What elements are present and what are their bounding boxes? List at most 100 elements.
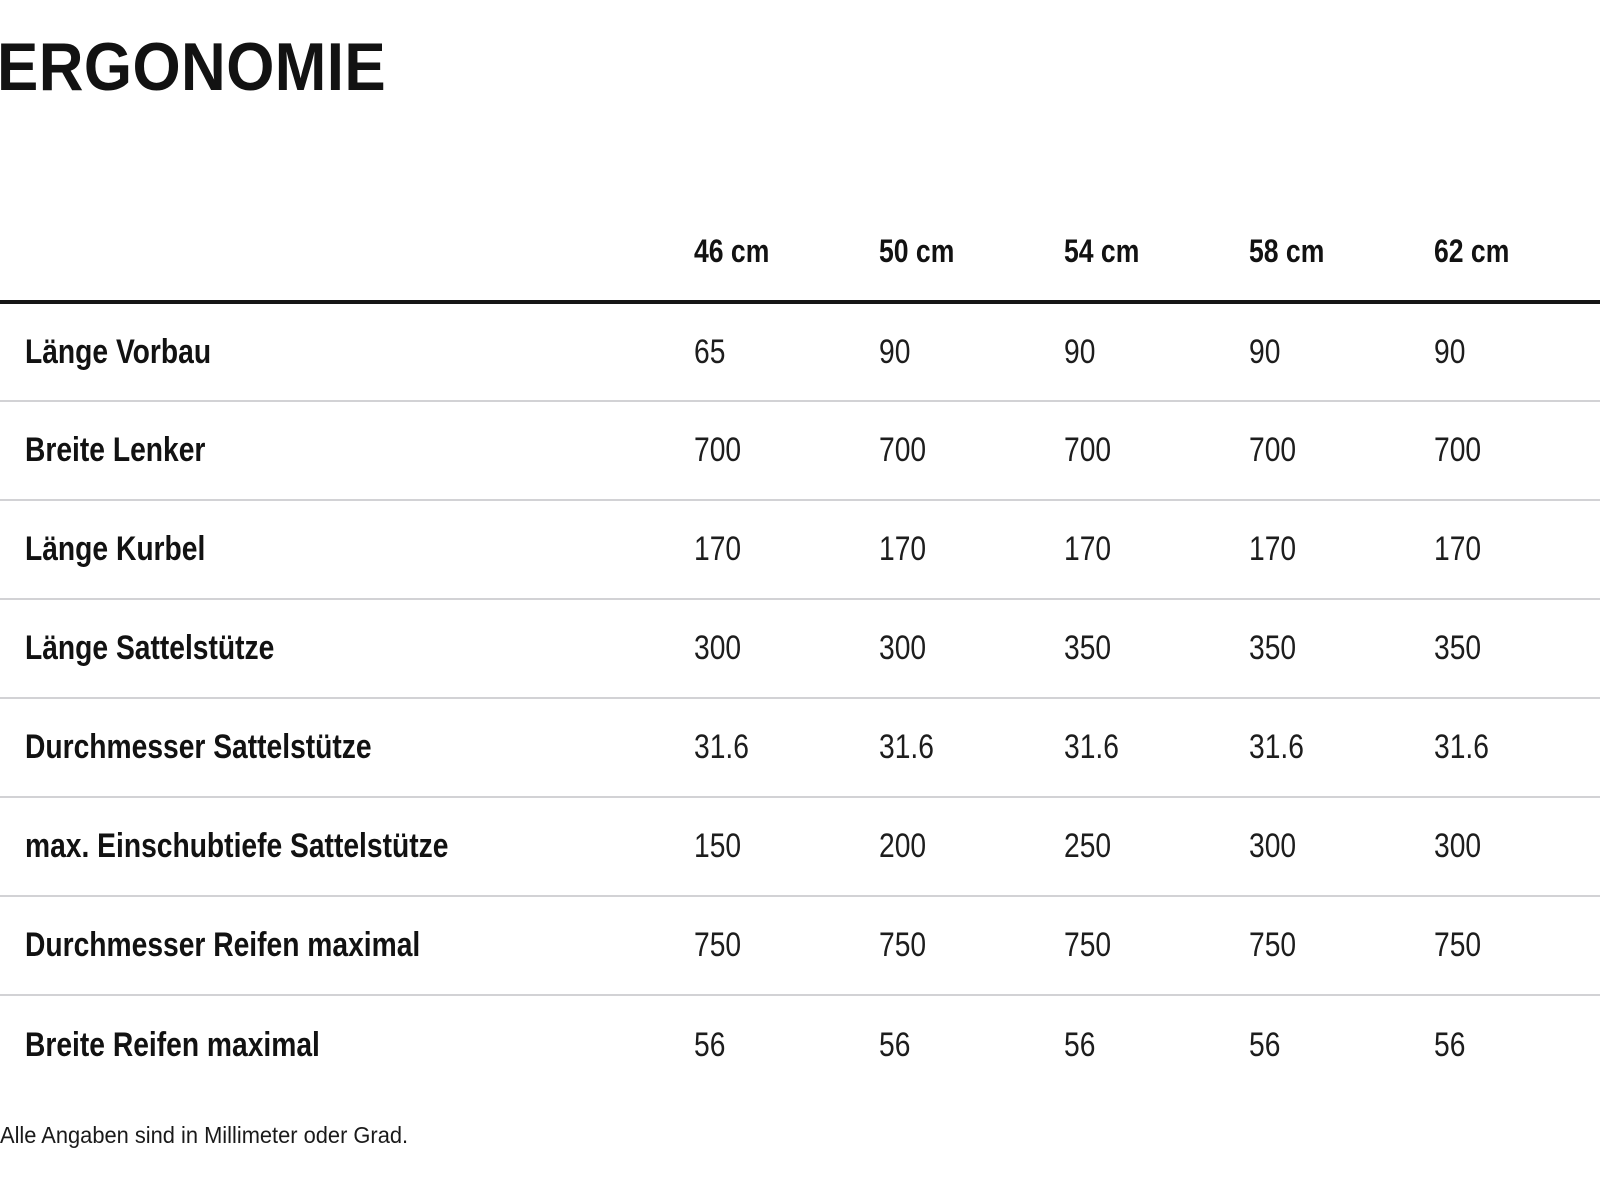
spec-value: 56 <box>879 1025 911 1064</box>
spec-value-cell: 700 <box>1047 400 1232 500</box>
spec-row: Länge Sattelstütze 300 300 350 350 350 <box>0 598 1600 698</box>
spec-value-cell: 750 <box>1047 895 1232 995</box>
spec-value: 300 <box>694 629 742 667</box>
spec-value: 65 <box>694 332 726 371</box>
spec-value: 31.6 <box>1064 728 1119 766</box>
spec-value-cell: 65 <box>677 302 862 401</box>
spec-value: 56 <box>1249 1025 1281 1064</box>
spec-row-label: Länge Vorbau <box>25 332 212 371</box>
spec-value-cell: 90 <box>862 302 1047 401</box>
spec-value: 250 <box>1064 827 1112 865</box>
column-header-label: 46 cm <box>694 233 770 269</box>
spec-value-cell: 90 <box>1232 302 1417 401</box>
spec-value: 90 <box>1064 332 1096 371</box>
spec-row-label-cell: Breite Reifen maximal <box>0 994 677 1094</box>
spec-row-label-cell: Breite Lenker <box>0 400 677 500</box>
column-header-label: 62 cm <box>1434 233 1510 269</box>
spec-value-cell: 750 <box>1232 895 1417 995</box>
spec-value: 750 <box>1064 926 1112 964</box>
spec-value: 750 <box>1249 926 1297 964</box>
spec-row-label: Durchmesser Reifen maximal <box>25 926 421 964</box>
spec-value-cell: 200 <box>862 796 1047 896</box>
spec-value: 31.6 <box>879 728 934 766</box>
spec-value-cell: 170 <box>677 499 862 599</box>
spec-value-cell: 700 <box>1417 400 1600 500</box>
column-header-46-cm: 46 cm <box>677 150 862 304</box>
spec-value-cell: 56 <box>1417 994 1600 1094</box>
spec-value-cell: 750 <box>677 895 862 995</box>
spec-value: 750 <box>1434 926 1482 964</box>
spec-value: 31.6 <box>694 728 749 766</box>
spec-value-cell: 31.6 <box>1417 697 1600 797</box>
spec-value: 170 <box>1249 530 1297 568</box>
spec-value-cell: 31.6 <box>1047 697 1232 797</box>
spec-value: 350 <box>1064 629 1112 667</box>
spec-value-cell: 56 <box>862 994 1047 1094</box>
spec-value: 700 <box>1249 431 1297 469</box>
spec-row-label-cell: Länge Sattelstütze <box>0 598 677 698</box>
spec-value: 170 <box>879 530 927 568</box>
spec-value-cell: 31.6 <box>677 697 862 797</box>
spec-row-label: Durchmesser Sattelstütze <box>25 728 372 766</box>
spec-row-label: max. Einschubtiefe Sattelstütze <box>25 827 449 865</box>
units-footnote: Alle Angaben sind in Millimeter oder Gra… <box>0 1122 409 1148</box>
spec-value-cell: 150 <box>677 796 862 896</box>
spec-row-label-cell: max. Einschubtiefe Sattelstütze <box>0 796 677 896</box>
table-body: Länge Vorbau 65 90 90 90 90 Breite Lenker 700 70… <box>0 302 1600 1094</box>
spec-value-cell: 300 <box>677 598 862 698</box>
column-header-54-cm: 54 cm <box>1047 150 1232 304</box>
spec-value: 750 <box>694 926 742 964</box>
table-header-row: 46 cm 50 cm 54 cm 58 cm 62 cm <box>0 150 1600 304</box>
spec-value-cell: 31.6 <box>862 697 1047 797</box>
spec-value: 750 <box>879 926 927 964</box>
spec-value-cell: 750 <box>862 895 1047 995</box>
spec-value: 700 <box>1064 431 1112 469</box>
row-label-header-cell <box>0 150 677 304</box>
spec-value: 31.6 <box>1249 728 1304 766</box>
spec-value-cell: 90 <box>1417 302 1600 401</box>
spec-row-label-cell: Länge Vorbau <box>0 302 677 401</box>
spec-value: 56 <box>1434 1025 1466 1064</box>
spec-row: Länge Kurbel 170 170 170 170 170 <box>0 499 1600 599</box>
spec-value: 170 <box>1064 530 1112 568</box>
spec-value-cell: 700 <box>862 400 1047 500</box>
spec-row-label: Breite Reifen maximal <box>25 1025 320 1064</box>
spec-value: 300 <box>879 629 927 667</box>
spec-value-cell: 350 <box>1047 598 1232 698</box>
spec-value: 90 <box>1434 332 1466 371</box>
spec-row: max. Einschubtiefe Sattelstütze 150 200 250… <box>0 796 1600 896</box>
spec-value: 90 <box>879 332 911 371</box>
spec-row-label: Breite Lenker <box>25 431 206 469</box>
spec-row: Durchmesser Sattelstütze 31.6 31.6 31.6 31.6… <box>0 697 1600 797</box>
spec-value: 150 <box>694 827 742 865</box>
column-header-label: 58 cm <box>1249 233 1325 269</box>
spec-value-cell: 56 <box>1047 994 1232 1094</box>
ergonomics-table: 46 cm 50 cm 54 cm 58 cm 62 cm Länge Vorbau 65… <box>0 150 1600 1094</box>
spec-value-cell: 170 <box>862 499 1047 599</box>
column-header-label: 54 cm <box>1064 233 1140 269</box>
spec-row: Durchmesser Reifen maximal 750 750 750 750 75… <box>0 895 1600 995</box>
spec-value: 56 <box>694 1025 726 1064</box>
spec-value-cell: 56 <box>677 994 862 1094</box>
spec-value: 700 <box>694 431 742 469</box>
spec-value-cell: 31.6 <box>1232 697 1417 797</box>
spec-value: 300 <box>1434 827 1482 865</box>
spec-value-cell: 56 <box>1232 994 1417 1094</box>
spec-value-cell: 300 <box>862 598 1047 698</box>
spec-row-label: Länge Kurbel <box>25 530 206 568</box>
spec-value: 56 <box>1064 1025 1096 1064</box>
page-title: ERGONOMIE <box>0 29 387 105</box>
spec-row: Länge Vorbau 65 90 90 90 90 <box>0 302 1600 401</box>
column-header-label: 50 cm <box>879 233 955 269</box>
spec-value-cell: 250 <box>1047 796 1232 896</box>
spec-value-cell: 350 <box>1417 598 1600 698</box>
column-header-58-cm: 58 cm <box>1232 150 1417 304</box>
spec-value: 350 <box>1249 629 1297 667</box>
spec-value-cell: 700 <box>677 400 862 500</box>
spec-value: 31.6 <box>1434 728 1489 766</box>
spec-value-cell: 90 <box>1047 302 1232 401</box>
spec-value: 700 <box>879 431 927 469</box>
spec-row: Breite Reifen maximal 56 56 56 56 56 <box>0 994 1600 1094</box>
spec-value: 90 <box>1249 332 1281 371</box>
